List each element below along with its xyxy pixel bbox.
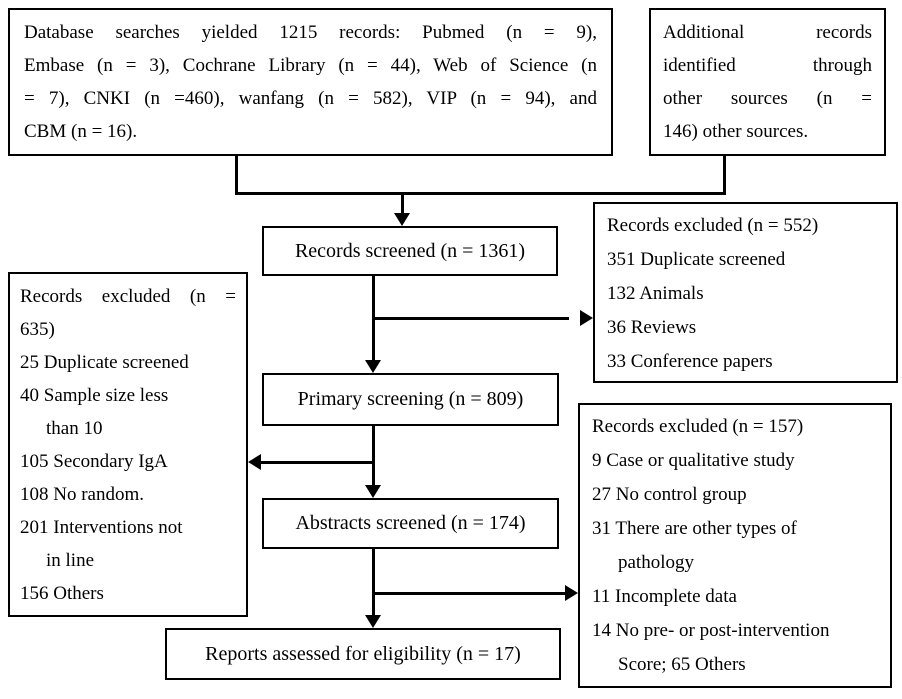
arrowhead-left-excluded-635 bbox=[248, 454, 261, 470]
box-database-searches: Database searches yielded 1215 records: … bbox=[8, 8, 613, 156]
box-line: Records excluded (n = 157) bbox=[592, 416, 804, 437]
box-line: Additional records bbox=[663, 22, 872, 43]
abstracts-screened-label: Abstracts screened (n = 174) bbox=[295, 512, 526, 534]
box-line: 11 Incomplete data bbox=[592, 586, 737, 607]
box-records-excluded-635: Records excluded (n = 635) 25 Duplicate sc… bbox=[8, 272, 248, 617]
box-line: 36 Reviews bbox=[607, 317, 697, 338]
box-line: 14 No pre- or post-intervention bbox=[592, 620, 830, 641]
box-line: in line bbox=[46, 550, 95, 571]
connector-additional-down-stub bbox=[723, 155, 726, 195]
connector-branch-excluded-157 bbox=[372, 592, 566, 595]
box-line: 351 Duplicate screened bbox=[607, 249, 786, 270]
arrowhead-down-abstracts-screened bbox=[365, 485, 381, 498]
box-additional-records: Additional records identified through othe… bbox=[649, 8, 886, 156]
arrowhead-down-reports-assessed bbox=[365, 615, 381, 628]
connector-branch-excluded-552 bbox=[372, 317, 569, 320]
box-line: 146) other sources. bbox=[663, 121, 809, 142]
box-line: = 7), CNKI (n =460), wanfang (n = 582), … bbox=[24, 88, 597, 109]
connector-to-records-screened bbox=[401, 192, 404, 215]
box-line: Embase (n = 3), Cochrane Library (n = 44… bbox=[24, 55, 597, 76]
box-line: 9 Case or qualitative study bbox=[592, 450, 795, 471]
box-line: Score; 65 Others bbox=[618, 654, 746, 675]
box-line: 33 Conference papers bbox=[607, 351, 773, 372]
primary-screening-label: Primary screening (n = 809) bbox=[297, 388, 524, 410]
box-line: Database searches yielded 1215 records: … bbox=[24, 22, 597, 43]
connector-abstracts-to-reports bbox=[372, 548, 375, 617]
connector-database-down-stub bbox=[235, 155, 238, 195]
box-abstracts-screened: Abstracts screened (n = 174) bbox=[262, 498, 559, 549]
box-primary-screening: Primary screening (n = 809) bbox=[262, 373, 559, 426]
arrowhead-right-excluded-552 bbox=[580, 310, 593, 326]
records-screened-label: Records screened (n = 1361) bbox=[294, 239, 526, 262]
box-line: 40 Sample size less bbox=[20, 385, 169, 406]
box-records-screened: Records screened (n = 1361) bbox=[262, 226, 558, 276]
box-line: identified through bbox=[663, 55, 872, 76]
box-line: other sources (n = bbox=[663, 88, 872, 109]
box-records-excluded-157: Records excluded (n = 157) 9 Case or qual… bbox=[578, 403, 892, 688]
arrowhead-down-records-screened bbox=[394, 213, 410, 226]
box-line: 201 Interventions not bbox=[20, 517, 183, 538]
arrowhead-right-excluded-157 bbox=[565, 585, 578, 601]
box-line: than 10 bbox=[46, 418, 103, 439]
box-line: 25 Duplicate screened bbox=[20, 352, 189, 373]
box-line: 156 Others bbox=[20, 583, 104, 604]
box-line: 105 Secondary IgA bbox=[20, 451, 168, 472]
box-line: Records excluded (n = 552) bbox=[607, 215, 819, 236]
box-reports-assessed: Reports assessed for eligibility (n = 17… bbox=[165, 628, 561, 680]
connector-primary-to-abstracts bbox=[372, 425, 375, 487]
reports-assessed-label: Reports assessed for eligibility (n = 17… bbox=[205, 642, 521, 665]
box-records-excluded-552: Records excluded (n = 552) 351 Duplicate … bbox=[593, 202, 898, 383]
box-line: 132 Animals bbox=[607, 283, 704, 304]
box-line: 108 No random. bbox=[20, 484, 145, 505]
box-line: Records excluded (n = bbox=[20, 286, 236, 307]
box-line: CBM (n = 16). bbox=[24, 121, 138, 142]
box-line: 27 No control group bbox=[592, 484, 747, 505]
arrowhead-down-primary-screening bbox=[365, 360, 381, 373]
box-line: 635) bbox=[20, 319, 55, 340]
box-line: pathology bbox=[618, 552, 694, 573]
box-line: 31 There are other types of bbox=[592, 518, 797, 539]
connector-branch-excluded-635 bbox=[259, 461, 375, 464]
connector-merge-horizontal bbox=[235, 192, 726, 195]
